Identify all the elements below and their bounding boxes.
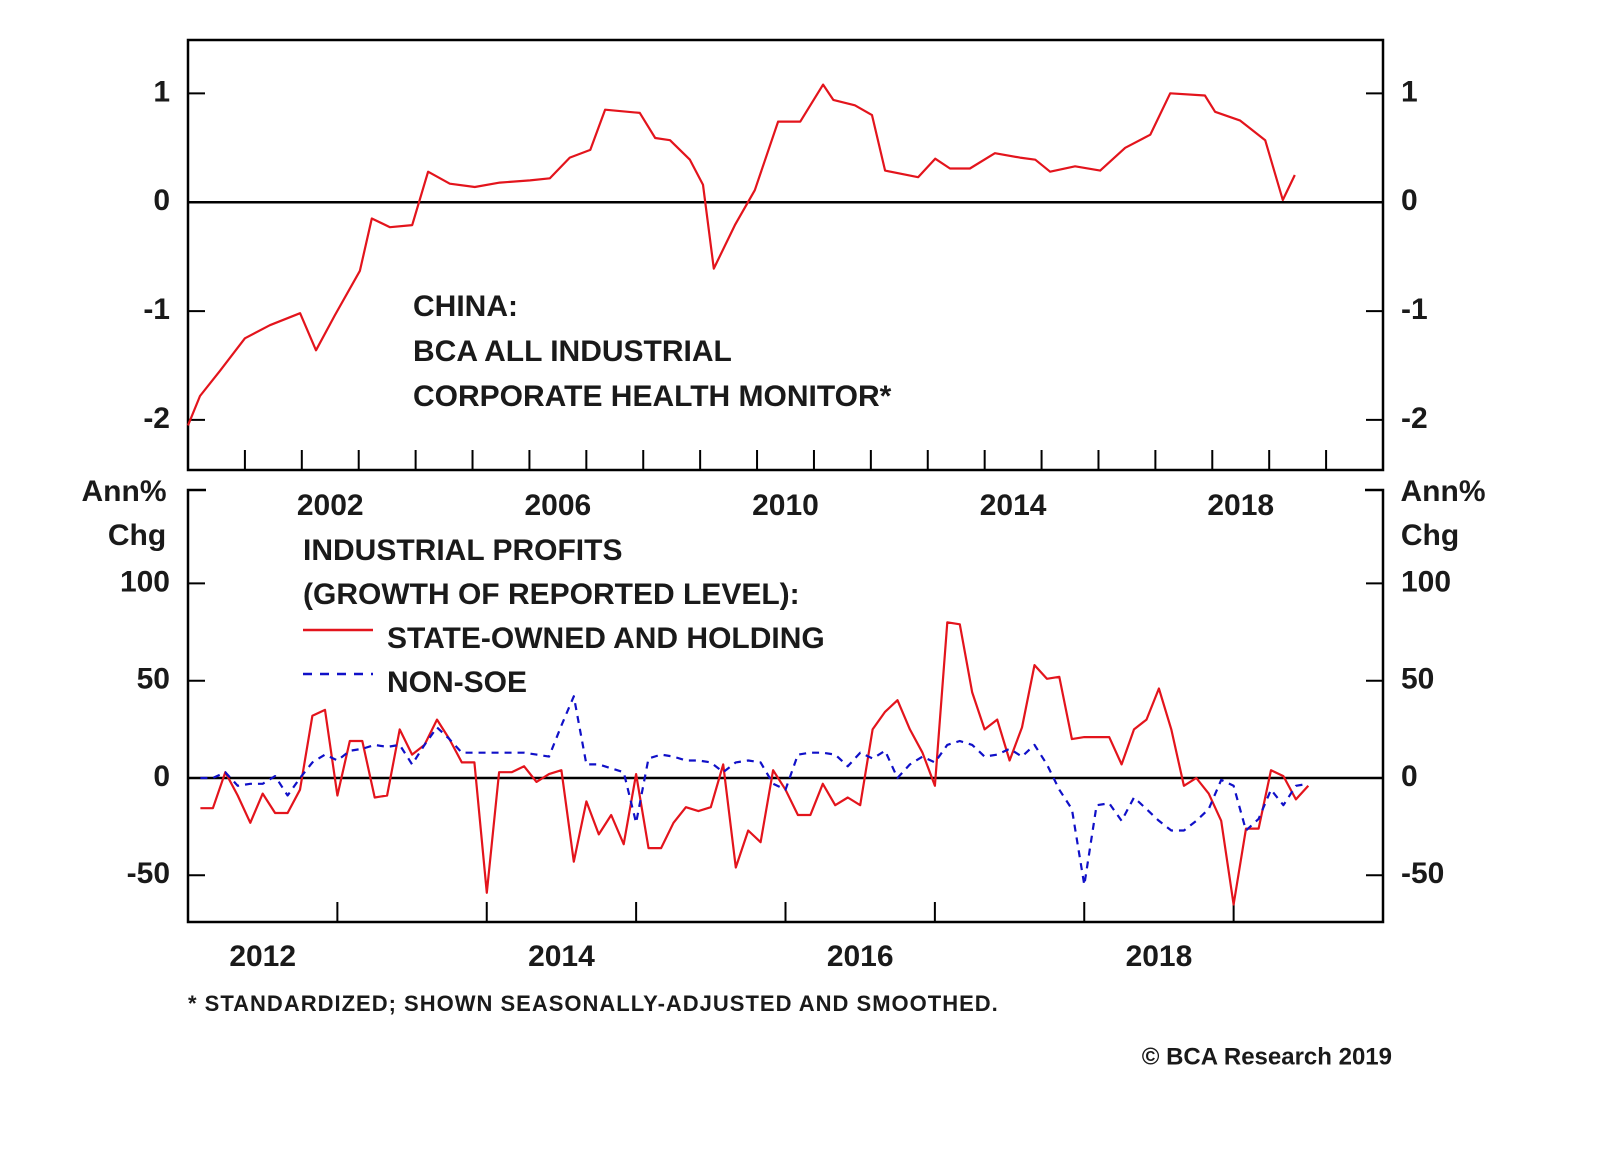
y-tick-label-right: 50	[1401, 663, 1434, 696]
x-tick-label: 2002	[297, 489, 364, 522]
legend-label: STATE-OWNED AND HOLDING	[387, 622, 825, 655]
y-tick-label: 100	[120, 565, 170, 598]
series-line	[186, 83, 1296, 426]
annotation: CHINA:	[413, 290, 518, 323]
legend-title: INDUSTRIAL PROFITS	[303, 534, 622, 567]
x-tick-label: 2018	[1207, 489, 1274, 522]
x-tick-label: 2016	[827, 940, 894, 973]
y-tick-label: -50	[127, 857, 170, 890]
x-tick-label: 2006	[525, 489, 592, 522]
plot-frame	[186, 38, 1385, 472]
footnote: * STANDARDIZED; SHOWN SEASONALLY-ADJUSTE…	[188, 991, 999, 1016]
annotation: BCA ALL INDUSTRIAL	[413, 335, 732, 368]
x-tick-label: 2014	[528, 940, 595, 973]
legend-title: (GROWTH OF REPORTED LEVEL):	[303, 578, 800, 611]
series-line	[200, 621, 1310, 906]
y-tick-label: 50	[137, 663, 170, 696]
y-tick-label-right: -2	[1401, 402, 1428, 435]
legend-label: NON-SOE	[387, 666, 527, 699]
y-tick-label-right: -1	[1401, 293, 1428, 326]
y-axis-label-right: Chg	[1401, 519, 1459, 552]
y-tick-label-right: 0	[1401, 184, 1418, 217]
y-tick-label: 0	[153, 760, 170, 793]
y-tick-label-right: -50	[1401, 857, 1444, 890]
y-tick-label: 0	[153, 184, 170, 217]
x-tick-label: 2014	[980, 489, 1047, 522]
y-tick-label-right: 1	[1401, 75, 1418, 108]
x-tick-label: 2012	[229, 940, 296, 973]
annotation: CORPORATE HEALTH MONITOR*	[413, 380, 892, 413]
y-axis-label-right: Ann%	[1401, 475, 1486, 508]
y-axis-label: Chg	[108, 519, 166, 552]
y-axis-label: Ann%	[82, 475, 167, 508]
y-tick-label: 1	[153, 75, 170, 108]
y-tick-label-right: 100	[1401, 565, 1451, 598]
source: © BCA Research 2019	[1142, 1043, 1392, 1070]
y-tick-label: -2	[143, 402, 170, 435]
x-tick-label: 2018	[1126, 940, 1193, 973]
y-tick-label: -1	[143, 293, 170, 326]
x-tick-label: 2010	[752, 489, 819, 522]
y-tick-label-right: 0	[1401, 760, 1418, 793]
